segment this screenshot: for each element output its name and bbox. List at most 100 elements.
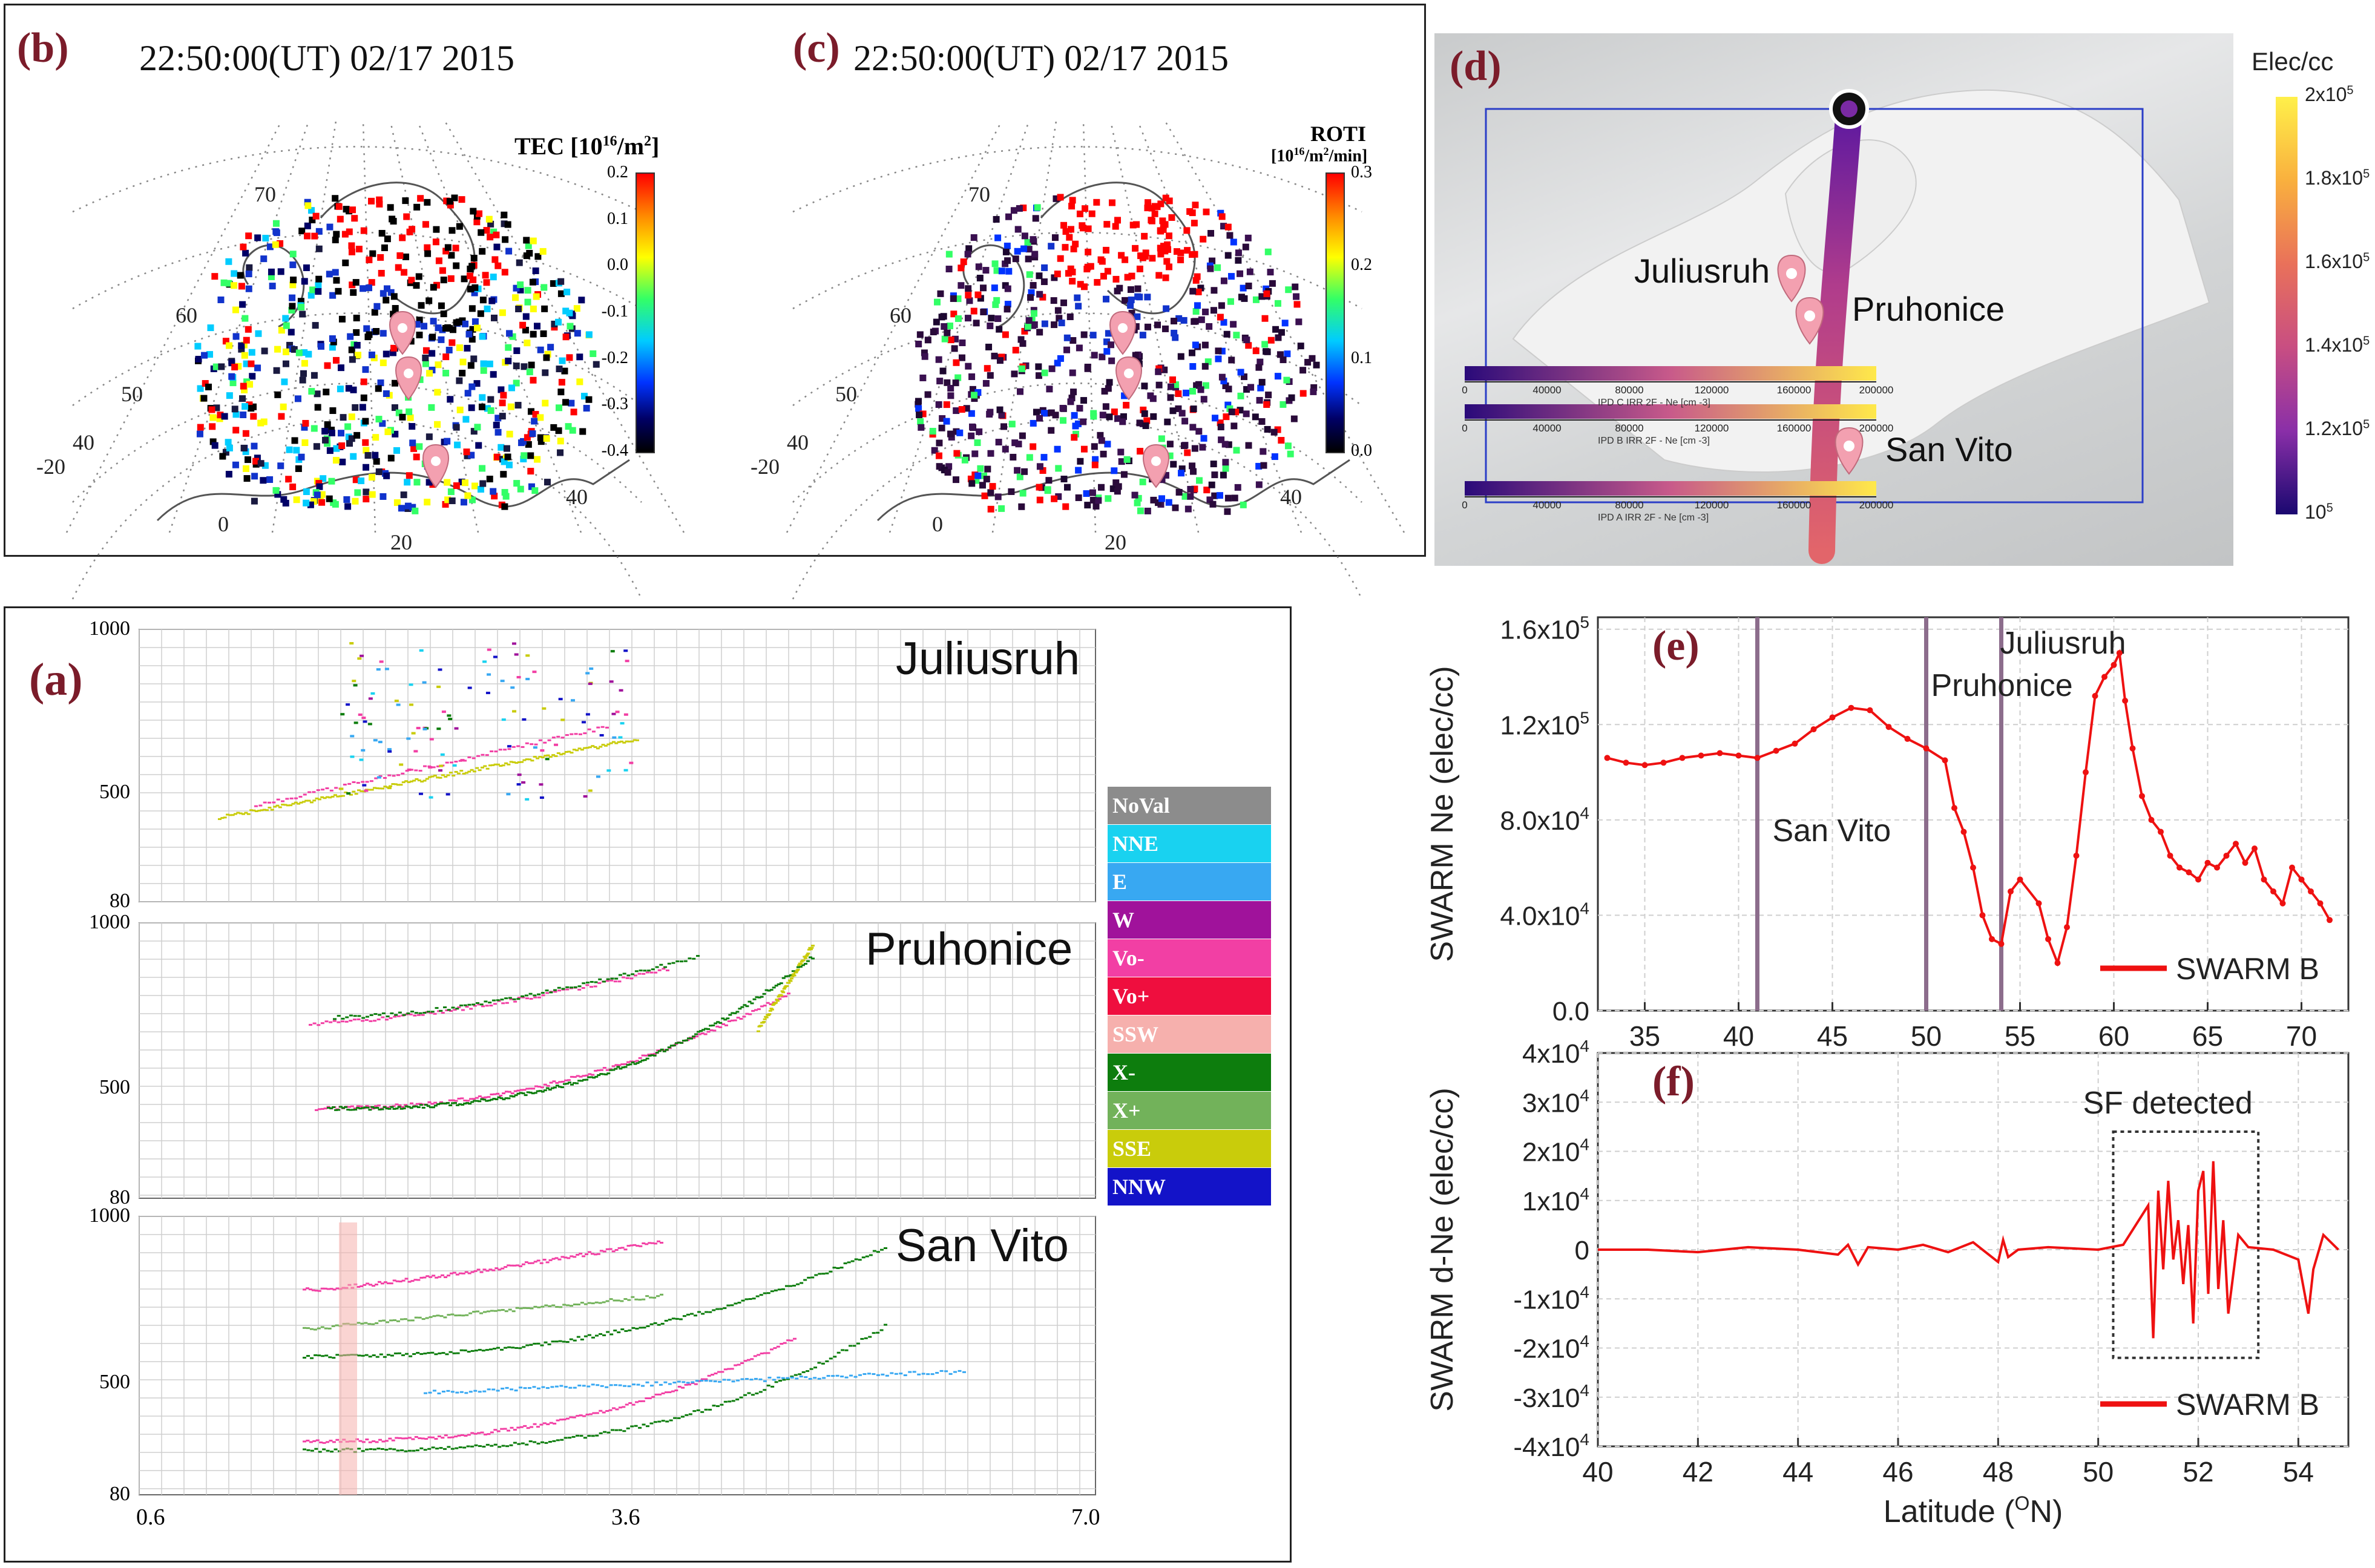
ionogram-echo xyxy=(569,1416,573,1419)
colorbar-b-tick: -0.2 xyxy=(601,348,628,367)
data-point xyxy=(2092,693,2098,699)
ionogram-echo xyxy=(446,1389,450,1392)
ionogram-echo xyxy=(659,1383,663,1386)
ionogram-echo xyxy=(389,1282,393,1285)
ionogram-echo xyxy=(276,798,280,801)
ionogram-echo xyxy=(542,1422,547,1425)
ionogram-echo xyxy=(617,1331,621,1334)
ionogram-echo xyxy=(516,676,521,679)
ionogram-echo xyxy=(428,776,432,778)
ionogram-echo xyxy=(529,1343,533,1346)
ionogram-echo xyxy=(829,1270,833,1273)
ionogram-echo xyxy=(558,1081,562,1083)
ionogram-echo xyxy=(482,1268,487,1271)
ionogram-echo xyxy=(570,1075,574,1078)
ionogram-echo xyxy=(477,1432,481,1434)
ionogram-echo xyxy=(744,1298,749,1301)
ionogram-echo xyxy=(401,1279,406,1282)
ionogram-echo xyxy=(704,1408,708,1411)
ionogram-echo xyxy=(701,1313,705,1315)
ionogram-echo xyxy=(492,1098,496,1100)
colorbar-b-tick: 0.1 xyxy=(607,209,628,228)
ionogram-echo xyxy=(429,1106,433,1109)
ionogram-echo xyxy=(858,1374,862,1376)
ionogram-y-tick: 500 xyxy=(99,781,130,803)
legend-sse: SSE xyxy=(1108,1130,1271,1167)
ionogram-echo xyxy=(303,1288,306,1291)
ionogram-echo xyxy=(387,750,392,753)
ionogram-echo xyxy=(341,795,345,797)
ionogram-echo xyxy=(375,1107,379,1109)
ionogram-echo xyxy=(364,1019,369,1022)
ionogram-echo xyxy=(391,783,395,786)
ionogram-echo xyxy=(772,986,776,989)
ionogram-echo xyxy=(781,977,786,979)
ionogram-echo xyxy=(713,1380,717,1383)
ionogram-echo xyxy=(314,1354,318,1356)
ionogram-echo xyxy=(726,1017,730,1020)
ionogram-echo xyxy=(505,1445,510,1448)
ionogram-echo xyxy=(410,1010,415,1012)
data-point xyxy=(1829,714,1836,721)
ionogram-echo xyxy=(736,1017,740,1019)
ionogram-echo xyxy=(525,654,530,657)
ionogram-band xyxy=(339,1222,357,1495)
ionogram-echo xyxy=(369,1284,373,1286)
ionogram-echo xyxy=(640,1385,645,1387)
ionogram-echo xyxy=(769,989,774,991)
ionogram-echo xyxy=(562,752,566,755)
ionogram-echo xyxy=(735,1011,740,1013)
ionogram-echo xyxy=(608,1068,613,1071)
ionogram-echo xyxy=(682,1040,686,1042)
ionogram-echo xyxy=(800,1282,804,1284)
data-point xyxy=(2289,864,2295,871)
ionogram-echo xyxy=(712,1405,716,1407)
ionogram-echo xyxy=(539,783,544,786)
ionogram-echo xyxy=(357,1354,361,1357)
legend-w: W xyxy=(1108,901,1271,939)
ionogram-echo xyxy=(672,1045,676,1047)
ionogram-echo xyxy=(346,703,350,706)
ionogram-echo xyxy=(337,1109,341,1111)
ionogram-echo xyxy=(606,1331,610,1333)
ionogram-echo xyxy=(720,1371,724,1373)
ionogram-echo xyxy=(614,1248,619,1251)
ionogram-echo xyxy=(246,813,251,815)
ionogram-echo xyxy=(573,1076,577,1078)
ionogram-echo xyxy=(814,1274,818,1276)
ionogram-echo xyxy=(399,1107,404,1110)
ionogram-echo xyxy=(677,1380,681,1383)
ionogram-echo xyxy=(656,1295,660,1297)
ionogram-echo xyxy=(530,1426,534,1428)
ionogram-echo xyxy=(303,1440,306,1443)
data-point xyxy=(1604,755,1611,761)
data-point xyxy=(2252,845,2258,852)
ionogram-echo xyxy=(696,955,700,957)
ionogram-echo xyxy=(260,809,264,812)
ionogram-echo xyxy=(595,1334,599,1337)
ionogram-echo xyxy=(513,1442,517,1444)
ionogram-echo xyxy=(545,992,550,994)
ionogram-echo xyxy=(599,746,603,748)
mini-axis-tick: 0 xyxy=(1462,422,1468,434)
legend-vo-: Vo- xyxy=(1108,939,1271,977)
ionogram-echo xyxy=(422,1012,427,1014)
tick-exp: 5 xyxy=(2326,501,2333,515)
ionogram-echo xyxy=(585,1078,589,1081)
ionogram-echo xyxy=(513,1264,517,1267)
ionogram-echo xyxy=(526,1091,530,1094)
ionogram-echo xyxy=(441,1102,445,1104)
ionogram-echo xyxy=(376,776,381,779)
ionogram-echo xyxy=(278,806,282,809)
ionogram-echo xyxy=(795,1377,799,1380)
ionogram-echo xyxy=(419,1353,424,1355)
ionogram-echo xyxy=(516,1089,521,1092)
ionogram-echo xyxy=(396,703,401,706)
ionogram-echo xyxy=(549,991,553,994)
ionogram-echo xyxy=(555,1084,559,1087)
ionogram-echo xyxy=(600,1385,604,1387)
ionogram-echo xyxy=(470,1445,475,1448)
ionogram-echo xyxy=(465,1314,469,1316)
ionogram-echo xyxy=(603,1431,607,1433)
